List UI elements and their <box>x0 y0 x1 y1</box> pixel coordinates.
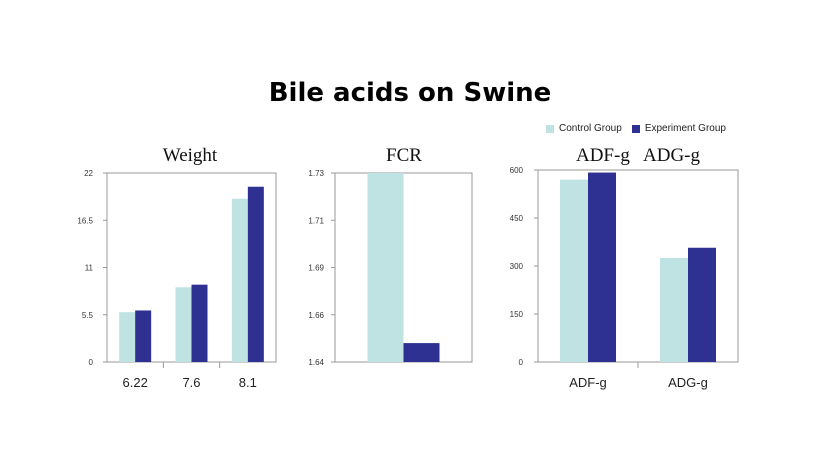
y-tick-label: 5.5 <box>82 311 94 320</box>
y-tick-label: 1.71 <box>308 216 324 225</box>
x-category-label: ADG-g <box>668 375 708 390</box>
bar-control <box>119 312 136 362</box>
x-category-label: 8.1 <box>239 375 257 390</box>
legend-item-experiment: Experiment Group <box>631 123 726 134</box>
fcr-chart-title: FCR <box>386 145 422 166</box>
bar-experiment <box>247 186 264 362</box>
y-tick-label: 150 <box>510 310 524 319</box>
y-tick-label: 450 <box>510 214 524 223</box>
y-tick-label: 300 <box>510 262 524 271</box>
bar-experiment <box>588 172 616 362</box>
page-title: Bile acids on Swine <box>268 78 552 108</box>
legend-item-control: Control Group <box>546 123 622 134</box>
legend-swatch-control <box>546 124 554 133</box>
y-tick-label: 0 <box>519 358 524 367</box>
x-category-label: ADF-g <box>569 375 607 390</box>
bar-experiment <box>191 284 208 362</box>
y-tick-label: 0 <box>89 358 94 367</box>
legend-label-control: Control Group <box>559 123 622 134</box>
bar-experiment <box>135 310 152 362</box>
y-tick-label: 1.69 <box>308 264 324 273</box>
y-tick-label: 1.64 <box>308 358 324 367</box>
legend-label-experiment: Experiment Group <box>644 123 726 134</box>
weight-chart-title: Weight <box>162 145 218 166</box>
x-category-label: 7.6 <box>182 375 200 390</box>
legend-swatch-experiment <box>631 124 640 133</box>
y-tick-label: 1.73 <box>308 169 324 178</box>
bar-control <box>660 258 688 362</box>
bar-experiment <box>688 247 716 362</box>
chart-legend: Control Group Experiment Group <box>546 123 736 134</box>
bar-control <box>560 179 588 362</box>
y-tick-label: 600 <box>510 166 524 175</box>
bar-experiment <box>403 343 440 362</box>
bar-control <box>231 198 248 362</box>
bar-control <box>367 173 404 362</box>
y-tick-label: 11 <box>85 264 94 273</box>
bar-control <box>175 287 192 362</box>
adf-adg-chart-title: ADF-g ADG-g <box>575 145 701 166</box>
y-tick-label: 1.66 <box>308 311 324 320</box>
y-tick-label: 22 <box>84 169 93 178</box>
x-category-label: 6.22 <box>123 375 148 390</box>
y-tick-label: 16.5 <box>77 216 93 225</box>
